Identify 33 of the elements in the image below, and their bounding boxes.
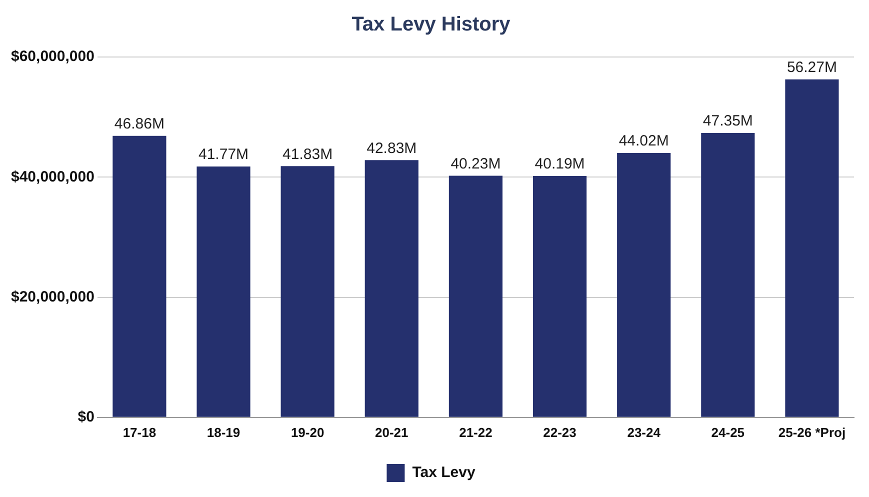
x-tick-label: 24-25 <box>711 424 745 440</box>
data-label: 56.27M <box>786 59 837 76</box>
bar <box>617 152 671 417</box>
data-label: 41.77M <box>198 146 249 164</box>
data-label: 41.83M <box>282 146 333 163</box>
bar <box>280 166 334 417</box>
y-tick-label: $0 <box>78 408 94 426</box>
bar <box>112 136 166 417</box>
x-tick-label: 25-26 *Proj <box>778 424 846 440</box>
data-label: 42.83M <box>366 140 417 157</box>
data-label: 47.35M <box>702 112 753 130</box>
y-tick-label: $20,000,000 <box>10 288 94 306</box>
x-tick-label: 21-22 <box>459 424 492 440</box>
bar <box>701 132 755 417</box>
data-label: 40.19M <box>534 156 585 173</box>
x-tick-label: 18-19 <box>206 424 240 440</box>
bar <box>532 176 587 417</box>
x-tick-label: 17-18 <box>122 424 156 440</box>
bar <box>196 166 250 417</box>
x-tick-label: 22-23 <box>543 424 576 440</box>
data-label: 44.02M <box>618 132 669 150</box>
data-label: 40.23M <box>450 155 501 172</box>
x-tick-label: 20-21 <box>375 424 408 440</box>
chart-title: Tax Levy History <box>352 14 512 36</box>
y-tick-label: $40,000,000 <box>10 168 94 186</box>
data-label: 46.86M <box>114 116 164 133</box>
x-tick-label: 19-20 <box>290 424 324 440</box>
x-tick-label: 23-24 <box>627 424 662 440</box>
bar <box>785 79 839 417</box>
bar <box>364 160 418 417</box>
bar <box>448 176 503 417</box>
y-tick-label: $60,000,000 <box>10 48 94 66</box>
legend-label: Tax Levy <box>412 464 476 482</box>
